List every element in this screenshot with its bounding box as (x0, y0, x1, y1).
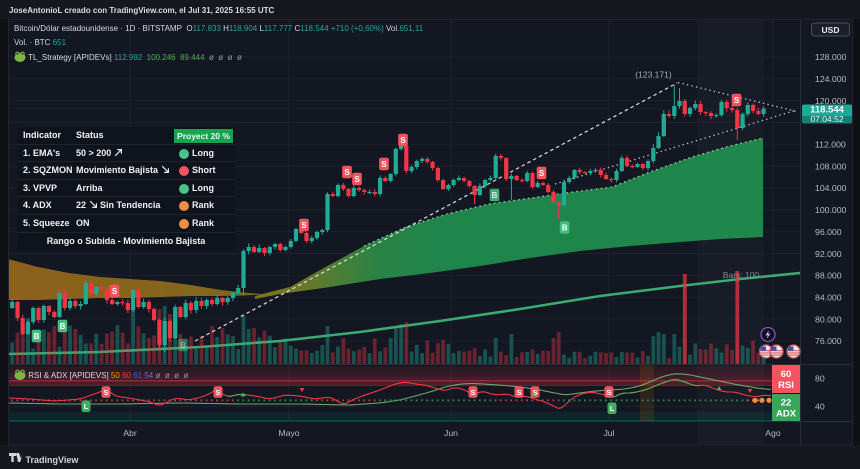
svg-text:60: 60 (781, 369, 792, 380)
svg-text:76.000: 76.000 (815, 336, 842, 346)
svg-text:B: B (492, 191, 498, 200)
svg-text:80.000: 80.000 (815, 314, 842, 324)
svg-text:S: S (381, 160, 387, 169)
svg-text:B: B (562, 224, 568, 233)
svg-text:B: B (34, 332, 40, 341)
svg-text:Abr: Abr (123, 428, 137, 438)
svg-text:100.000: 100.000 (815, 205, 847, 215)
svg-text:B: B (180, 341, 186, 350)
svg-text:S: S (400, 136, 406, 145)
svg-text:S: S (103, 388, 108, 397)
svg-text:104.000: 104.000 (815, 183, 847, 193)
svg-text:B: B (60, 322, 66, 331)
svg-text:(123.171): (123.171) (635, 70, 672, 80)
svg-text:07:04:52: 07:04:52 (810, 114, 843, 124)
svg-text:96.000: 96.000 (815, 227, 842, 237)
svg-text:92.000: 92.000 (815, 249, 842, 259)
svg-text:124.000: 124.000 (815, 74, 847, 84)
svg-text:Mayo: Mayo (278, 428, 299, 438)
svg-text:USD: USD (822, 25, 840, 35)
svg-text:S: S (606, 388, 611, 397)
svg-text:118.544: 118.544 (810, 105, 845, 116)
svg-text:S: S (215, 388, 220, 397)
svg-text:88.000: 88.000 (815, 271, 842, 281)
svg-text:S: S (532, 388, 537, 397)
svg-text:S: S (516, 388, 521, 397)
svg-text:40: 40 (815, 402, 825, 412)
svg-text:S: S (301, 221, 307, 230)
svg-text:120.000: 120.000 (815, 96, 847, 106)
svg-text:S: S (344, 168, 350, 177)
svg-text:Bars: 100: Bars: 100 (723, 270, 760, 280)
svg-text:L: L (84, 402, 89, 411)
svg-text:112.000: 112.000 (815, 140, 846, 150)
svg-text:Jun: Jun (444, 428, 458, 438)
svg-text:L: L (610, 404, 615, 413)
svg-text:S: S (354, 175, 360, 184)
svg-text:S: S (112, 287, 118, 296)
svg-text:S: S (734, 96, 740, 105)
svg-text:84.000: 84.000 (815, 293, 842, 303)
svg-text:ADX: ADX (776, 409, 797, 420)
svg-text:Ago: Ago (765, 428, 781, 438)
svg-text:128.000: 128.000 (815, 52, 847, 62)
svg-text:Jul: Jul (603, 428, 614, 438)
svg-text:108.000: 108.000 (815, 161, 847, 171)
svg-text:S: S (470, 388, 475, 397)
svg-text:80: 80 (815, 373, 825, 383)
svg-text:RSI: RSI (778, 380, 794, 391)
svg-text:S: S (539, 169, 545, 178)
svg-text:22: 22 (781, 398, 792, 409)
